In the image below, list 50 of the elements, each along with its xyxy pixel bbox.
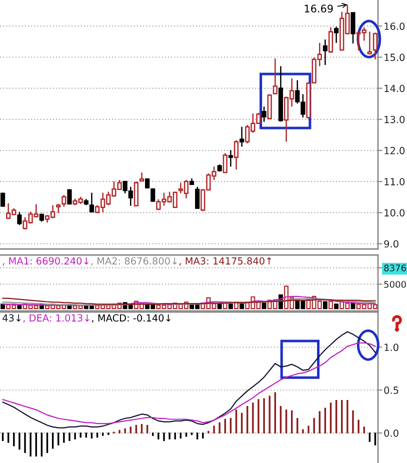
text: , MACD: -0.140↓ xyxy=(92,314,170,323)
bar xyxy=(0,304,5,310)
candlestick xyxy=(262,106,266,122)
candlestick xyxy=(240,126,244,148)
y-tick-label: 8376 xyxy=(384,264,406,272)
candlestick xyxy=(328,26,334,54)
candlestick xyxy=(267,94,272,120)
candlestick xyxy=(134,180,138,206)
candlestick xyxy=(372,32,378,60)
text: 43↓ xyxy=(2,314,21,322)
bar xyxy=(322,301,328,310)
y-tick-label: 0.0 xyxy=(384,429,398,437)
candlestick xyxy=(272,58,278,95)
candlestick xyxy=(56,203,61,214)
candlestick xyxy=(222,152,228,174)
candlestick xyxy=(89,192,94,213)
candlestick xyxy=(0,192,6,208)
bar xyxy=(240,304,244,310)
y-tick-label: 10.0 xyxy=(384,209,405,216)
y-tick-label: 0.5 xyxy=(384,386,398,394)
text: , MA3: 14175.840↑ xyxy=(179,257,272,266)
bar xyxy=(228,304,233,310)
candlestick xyxy=(367,31,372,55)
candlestick xyxy=(67,188,72,205)
y-tick-label: 1.0 xyxy=(384,344,398,352)
annotation: 16.69 xyxy=(304,4,333,13)
y-tick-label: 16.0 xyxy=(384,22,405,30)
candlestick xyxy=(234,140,239,170)
text: , MA2: 8676.800↓ xyxy=(91,257,177,266)
candlestick xyxy=(228,150,233,168)
bar xyxy=(334,304,339,310)
text: , DEA: 1.013↓ xyxy=(23,314,90,323)
y-tick-label: 12.0 xyxy=(384,146,405,154)
candlestick xyxy=(150,188,156,202)
y-tick-label: 9.0 xyxy=(384,240,398,248)
y-tick-label: 11.0 xyxy=(384,178,405,186)
text: , MA1: 6690.240↓ xyxy=(2,257,88,266)
y-tick-label: 14.0 xyxy=(384,84,405,92)
candlestick xyxy=(334,26,339,44)
y-tick-label: 15.0 xyxy=(384,54,405,62)
y-tick-label: 13.0 xyxy=(384,116,405,124)
candlestick xyxy=(17,211,22,226)
y-tick-label: 5000 xyxy=(384,280,406,288)
bar xyxy=(262,302,266,310)
bar xyxy=(217,304,222,310)
candlestick xyxy=(195,186,200,210)
candlestick xyxy=(322,38,328,66)
candlestick xyxy=(62,194,66,208)
bar xyxy=(328,300,333,310)
candlestick xyxy=(350,12,356,44)
